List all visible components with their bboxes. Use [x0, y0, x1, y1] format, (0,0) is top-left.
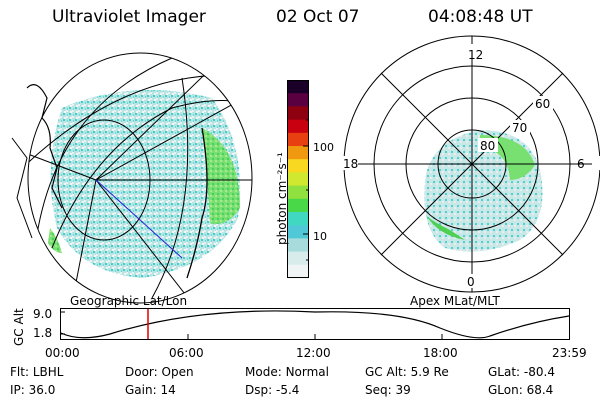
info-mode: Mode: Normal: [245, 365, 329, 379]
colorbar-swatch: [287, 159, 309, 173]
instrument-title: Ultraviolet Imager: [52, 7, 206, 27]
colorbar-swatch: [287, 251, 309, 266]
mlat-label-70: 70: [512, 121, 528, 135]
colorbar-swatch: [287, 132, 309, 147]
info-seq: Seq: 39: [365, 383, 411, 397]
mlt-label-18: 18: [343, 157, 359, 171]
info-glon: GLon: 68.4: [488, 383, 554, 397]
altitude-axis-label: GC Alt: [12, 308, 26, 346]
colorbar-swatch: [287, 212, 309, 226]
colorbar-swatch: [287, 146, 309, 160]
colorbar-swatch: [287, 93, 309, 107]
mlt-label-12: 12: [468, 48, 484, 62]
info-gc-alt: GC Alt: 5.9 Re: [365, 365, 449, 379]
altitude-tick-high: 9.0: [33, 307, 53, 321]
apex-caption: Apex MLat/MLT: [410, 294, 500, 308]
colorbar-unit-label: photon cm⁻²s⁻¹: [275, 152, 289, 245]
geographic-caption: Geographic Lat/Lon: [70, 294, 188, 308]
xtick-1800: 18:00: [423, 346, 458, 360]
colorbar-swatch: [287, 264, 309, 279]
colorbar-swatch: [287, 185, 309, 200]
info-filter: Flt: LBHL: [10, 365, 64, 379]
colorbar-swatch: [287, 106, 309, 121]
colorbar-swatch: [287, 238, 309, 253]
colorbar-swatch: [287, 198, 309, 213]
colorbar-swatch: [287, 225, 309, 239]
colorbar-swatch: [287, 80, 309, 94]
xtick-0000: 00:00: [45, 346, 80, 360]
info-ip: IP: 36.0: [10, 383, 56, 397]
mlat-label-60: 60: [535, 97, 551, 111]
mlt-label-0: 0: [467, 275, 475, 289]
info-dsp: Dsp: -5.4: [245, 383, 300, 397]
mlat-label-80: 80: [480, 139, 496, 153]
date-label: 02 Oct 07: [276, 7, 360, 27]
info-door: Door: Open: [125, 365, 194, 379]
colorbar: [287, 80, 309, 279]
info-gain: Gain: 14: [125, 383, 176, 397]
colorbar-tick-100: 100: [313, 141, 334, 154]
polar-image: [336, 35, 600, 293]
info-glat: GLat: -80.4: [488, 365, 555, 379]
geographic-image: [11, 52, 253, 304]
altitude-plot: [60, 308, 570, 340]
colorbar-swatch: [287, 119, 309, 134]
xtick-1200: 12:00: [296, 346, 331, 360]
xtick-2359: 23:59: [552, 346, 587, 360]
colorbar-swatch: [287, 172, 309, 187]
altitude-tick-low: 1.8: [33, 326, 53, 340]
mlt-label-6: 6: [577, 157, 585, 171]
colorbar-tick-10: 10: [313, 230, 327, 243]
time-label: 04:08:48 UT: [428, 7, 533, 27]
xtick-0600: 06:00: [169, 346, 204, 360]
